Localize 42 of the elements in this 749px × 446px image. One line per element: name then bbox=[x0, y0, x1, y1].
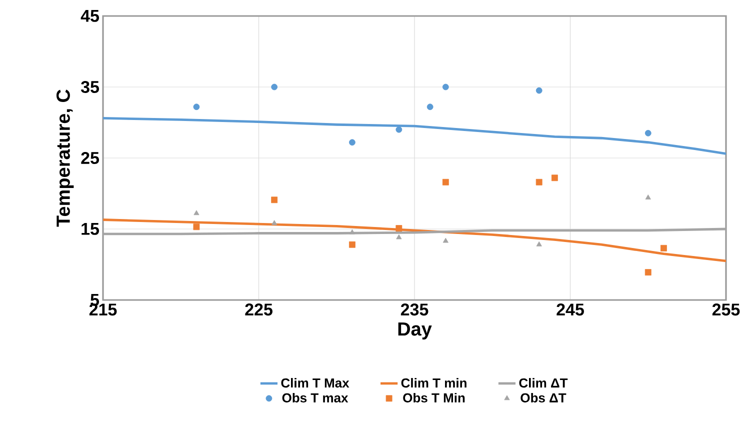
point bbox=[536, 178, 542, 186]
x-tick-label: 235 bbox=[400, 304, 428, 316]
x-tick-label: 255 bbox=[712, 304, 740, 316]
point bbox=[396, 234, 402, 240]
x-axis-title: Day bbox=[398, 322, 432, 340]
point bbox=[271, 84, 278, 90]
point bbox=[194, 210, 200, 216]
point bbox=[442, 84, 449, 90]
x-tick-label: 225 bbox=[245, 304, 272, 316]
point bbox=[396, 126, 402, 133]
x-tick-label: 215 bbox=[89, 304, 117, 316]
point bbox=[426, 104, 434, 110]
point bbox=[644, 269, 652, 276]
point bbox=[272, 220, 278, 226]
y-axis-title: Temperature, C bbox=[56, 90, 74, 227]
point bbox=[536, 241, 542, 246]
legend-label: Clim T min bbox=[401, 378, 466, 388]
point bbox=[536, 87, 542, 94]
point bbox=[271, 196, 278, 204]
legend-label: Obs T max bbox=[282, 392, 348, 402]
point bbox=[349, 229, 356, 234]
x-tick-label: 245 bbox=[556, 304, 584, 316]
point bbox=[349, 139, 356, 146]
point bbox=[193, 224, 200, 230]
point bbox=[551, 174, 558, 182]
y-tick-label: 35 bbox=[80, 80, 100, 94]
point bbox=[442, 178, 449, 186]
point bbox=[349, 241, 356, 248]
y-tick-label: 25 bbox=[81, 152, 100, 164]
point bbox=[442, 238, 448, 243]
point bbox=[193, 104, 200, 110]
point bbox=[645, 194, 651, 200]
y-tick-label: 45 bbox=[80, 10, 100, 22]
legend-label: Clim ΔT bbox=[519, 378, 568, 388]
point bbox=[660, 244, 667, 252]
y-tick-label: 15 bbox=[82, 223, 100, 235]
legend-label: Clim T Max bbox=[281, 378, 350, 388]
line-series bbox=[103, 218, 726, 262]
legend-label: Obs T Min bbox=[403, 392, 465, 402]
legend-label: Obs ΔT bbox=[520, 392, 566, 402]
point bbox=[644, 130, 652, 136]
point bbox=[396, 225, 402, 232]
